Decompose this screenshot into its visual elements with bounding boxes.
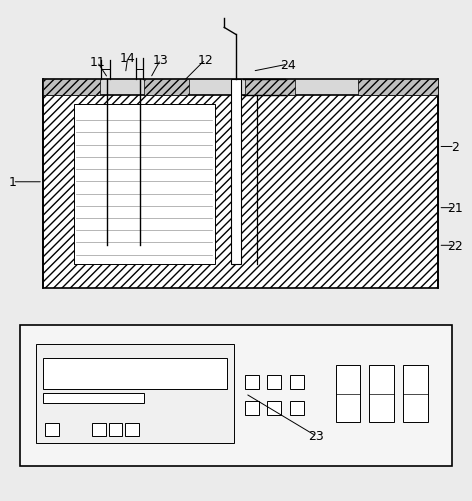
Text: 12: 12 xyxy=(198,54,213,67)
Bar xyxy=(43,393,144,403)
Text: 11: 11 xyxy=(89,56,105,69)
Bar xyxy=(290,401,304,415)
Bar xyxy=(144,80,189,96)
Bar xyxy=(231,80,241,265)
Text: 25: 25 xyxy=(275,82,291,95)
Bar xyxy=(43,80,438,96)
Bar xyxy=(336,366,360,422)
Bar xyxy=(370,366,394,422)
Text: 24: 24 xyxy=(280,59,295,72)
Bar xyxy=(358,80,438,96)
Bar xyxy=(93,423,106,436)
Bar xyxy=(45,423,59,436)
Bar xyxy=(43,80,100,96)
Text: 13: 13 xyxy=(153,54,169,67)
Bar xyxy=(43,82,438,288)
Text: 14: 14 xyxy=(120,52,135,65)
Bar xyxy=(244,375,259,389)
Bar xyxy=(43,359,227,389)
Text: 2: 2 xyxy=(451,141,459,154)
Bar xyxy=(74,105,215,265)
Bar xyxy=(19,326,453,466)
Bar xyxy=(36,344,234,443)
Bar xyxy=(245,80,295,96)
Bar xyxy=(244,401,259,415)
Bar xyxy=(126,423,139,436)
Text: 22: 22 xyxy=(447,239,463,253)
Bar xyxy=(267,401,281,415)
Text: 23: 23 xyxy=(308,429,324,442)
Text: 21: 21 xyxy=(447,202,463,215)
Text: 1: 1 xyxy=(8,176,17,189)
Bar xyxy=(267,375,281,389)
Bar xyxy=(404,366,428,422)
Bar xyxy=(109,423,122,436)
Bar xyxy=(290,375,304,389)
